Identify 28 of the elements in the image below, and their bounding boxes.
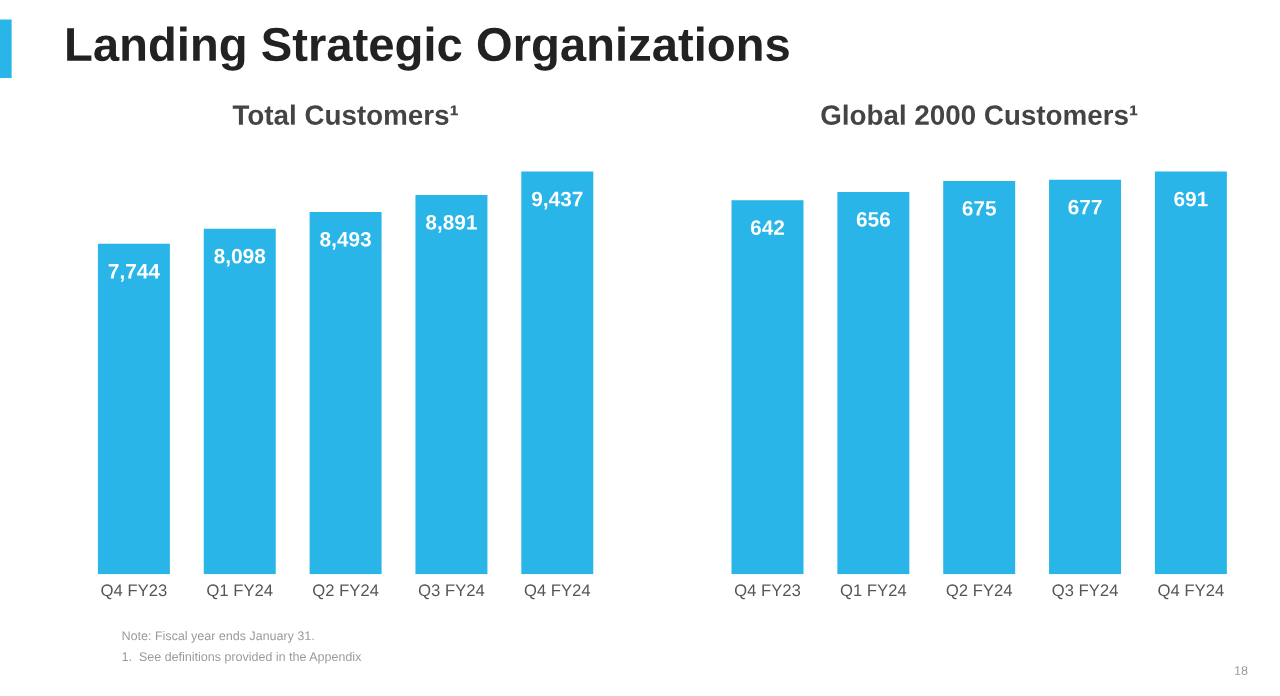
x-tick-label: Q4 FY23 — [101, 584, 167, 600]
text: Landing Strategic Organizations — [67, 26, 789, 71]
data-label: 675 — [962, 200, 996, 216]
chart-title: Total Customers¹ — [232, 104, 458, 125]
data-label: 691 — [1174, 191, 1208, 207]
x-tick-label: Q3 FY24 — [418, 584, 485, 600]
bar — [309, 211, 382, 575]
x-tick-label: Q4 FY23 — [734, 584, 801, 600]
x-tick-label: Q4 FY24 — [524, 584, 591, 600]
data-label: 7,744 — [108, 264, 160, 282]
x-tick-label: Q2 FY24 — [313, 584, 379, 600]
data-label: 642 — [750, 220, 785, 235]
bar — [521, 171, 594, 575]
x-tick-label: Q1 FY24 — [207, 584, 273, 600]
chart-title: Global 2000 Customers¹ — [821, 104, 1138, 125]
x-tick-label: Q4 FY24 — [1158, 584, 1224, 600]
data-label: 8,493 — [320, 231, 371, 250]
x-tick-label: Q3 FY24 — [1052, 584, 1118, 600]
x-tick-label: Q1 FY24 — [840, 584, 907, 600]
data-label: 8,098 — [214, 248, 266, 267]
data-label: 677 — [1068, 199, 1102, 215]
data-label: 9,437 — [531, 191, 583, 210]
data-label: 656 — [856, 212, 890, 227]
bar — [415, 194, 488, 575]
data-label: 8,891 — [426, 214, 477, 233]
bar — [97, 243, 170, 575]
x-tick-label: Q2 FY24 — [946, 584, 1013, 600]
bar — [203, 228, 276, 575]
